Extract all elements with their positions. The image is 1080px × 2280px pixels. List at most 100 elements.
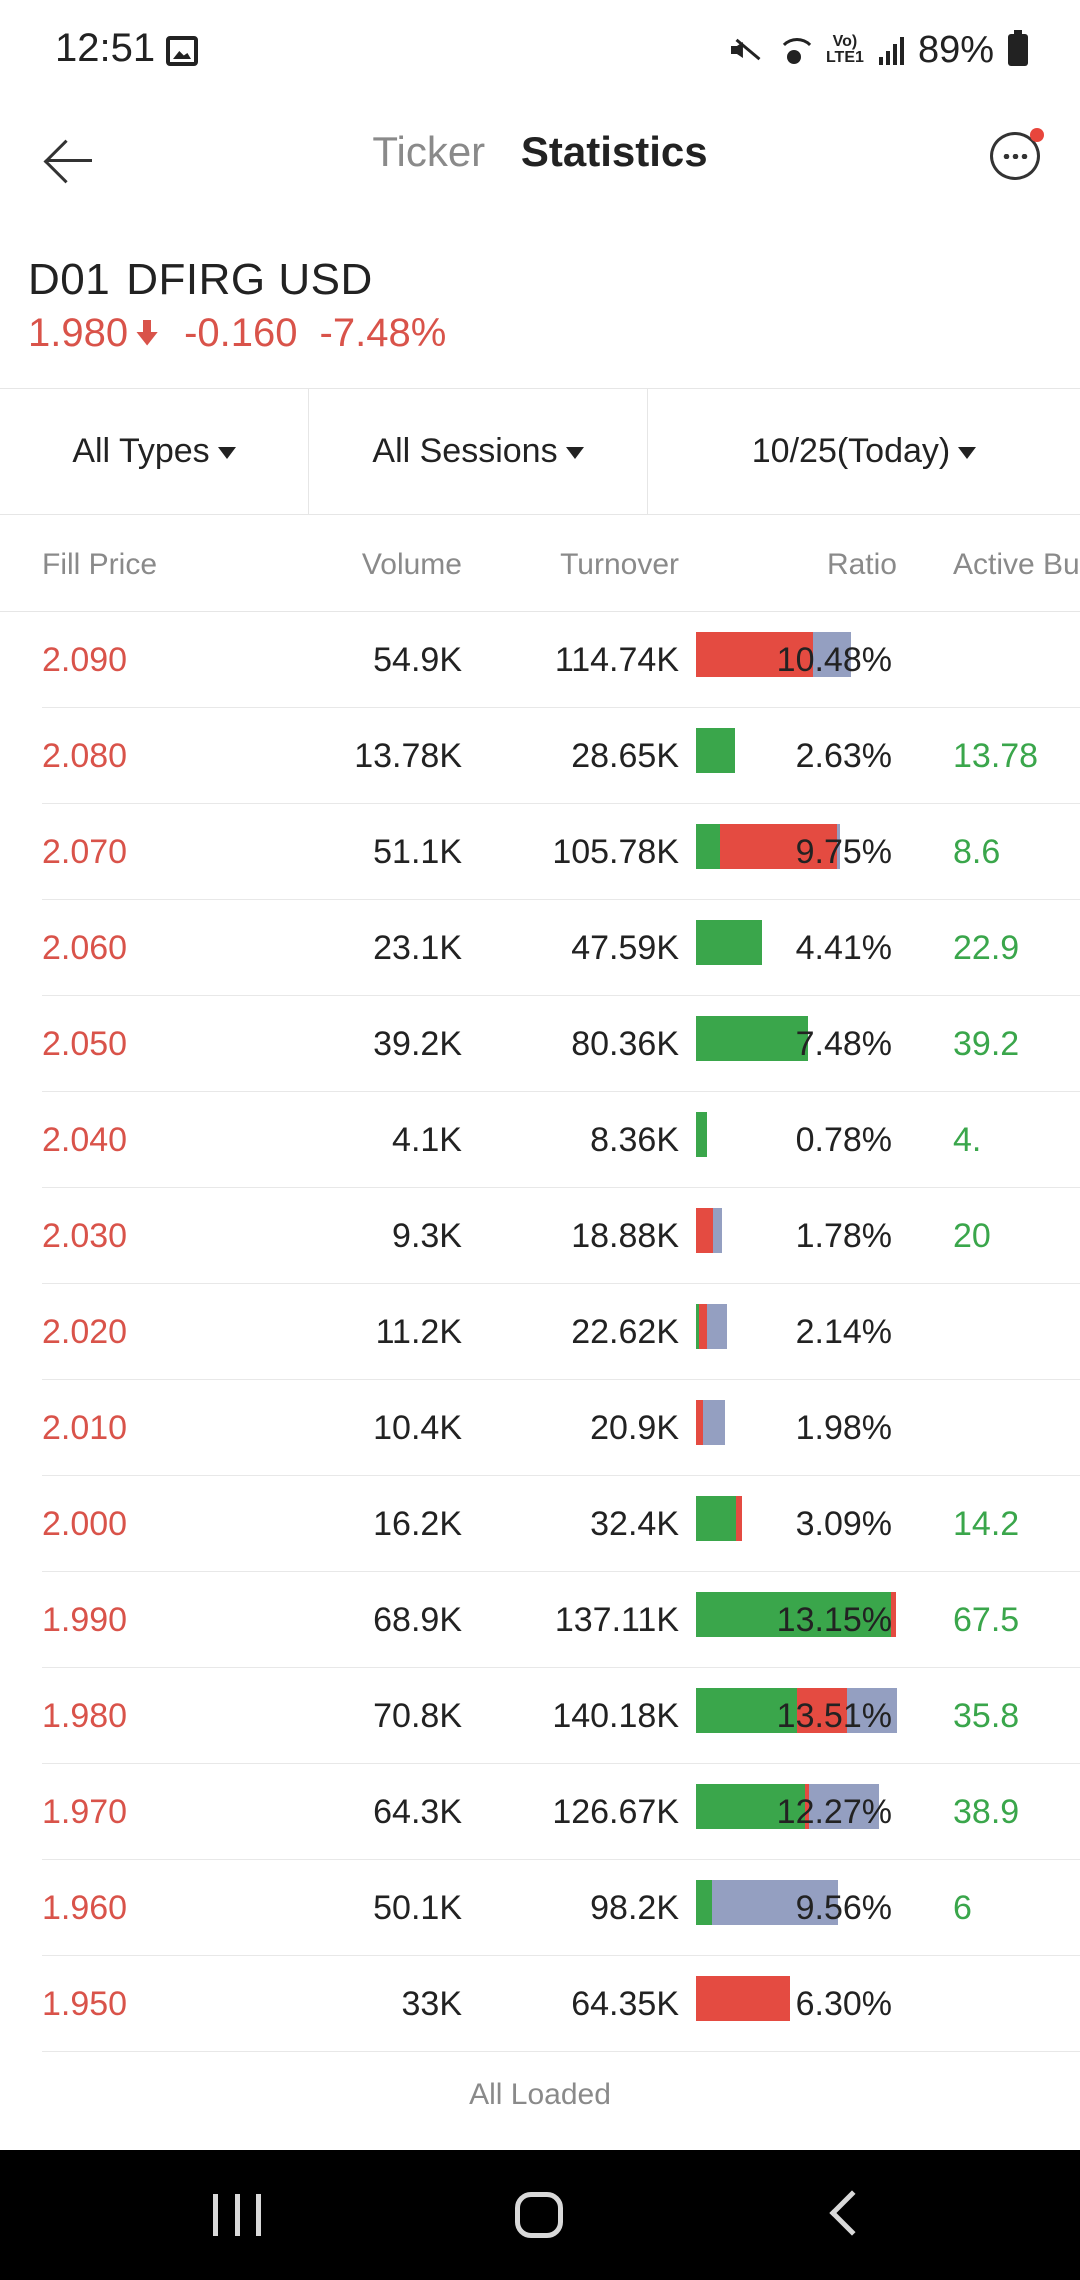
turnover-cell: 32.4K	[590, 1505, 679, 1543]
table-row[interactable]: 2.040 4.1K 8.36K 0.78% 4.	[0, 1092, 1080, 1188]
price-change-percent: -7.48%	[319, 311, 447, 355]
active-buy-cell: 8.6	[953, 833, 1001, 871]
table-row[interactable]: 2.070 51.1K 105.78K 9.75% 8.6	[0, 804, 1080, 900]
ratio-bar-buy-segment	[696, 1784, 805, 1829]
date-filter-label: 10/25(Today)	[751, 432, 951, 470]
table-row[interactable]: 1.980 70.8K 140.18K 13.51% 35.8	[0, 1668, 1080, 1764]
ratio-bar-buy-segment	[696, 1304, 699, 1349]
ratio-bar	[696, 1304, 727, 1349]
ratio-bar-buy-segment	[696, 1688, 797, 1733]
table-row[interactable]: 2.010 10.4K 20.9K 1.98%	[0, 1380, 1080, 1476]
date-filter[interactable]: 10/25(Today)	[648, 389, 1080, 514]
active-buy-cell: 67.5	[953, 1601, 1020, 1639]
volume-cell: 4.1K	[392, 1121, 462, 1159]
ratio-bar	[696, 824, 840, 869]
column-active-buy[interactable]: Active Bu	[953, 548, 1080, 581]
fill-price-table[interactable]: 2.090 54.9K 114.74K 10.48% 2.080 13.78K 28.65K…	[0, 612, 1080, 2052]
ratio-bar-sell-segment	[720, 824, 837, 869]
notification-dot	[1030, 128, 1044, 142]
turnover-cell: 137.11K	[554, 1601, 679, 1639]
turnover-cell: 64.35K	[571, 1985, 679, 2023]
status-time: 12:51	[55, 26, 156, 70]
volume-cell: 33K	[401, 1985, 463, 2023]
ratio-bar-neutral-segment	[713, 1208, 722, 1253]
volume-cell: 51.1K	[373, 833, 462, 871]
fill-price-cell: 2.030	[42, 1217, 128, 1255]
ratio-bar-buy-segment	[696, 1880, 712, 1925]
turnover-cell: 8.36K	[590, 1121, 679, 1159]
caret-down-icon	[565, 446, 584, 459]
ratio-cell: 7.48%	[795, 1025, 892, 1063]
ratio-bar	[696, 1976, 790, 2021]
ratio-bar-sell-segment	[797, 1688, 847, 1733]
turnover-cell: 140.18K	[552, 1697, 679, 1735]
column-fill-price[interactable]: Fill Price	[42, 548, 158, 581]
volume-cell: 10.4K	[373, 1409, 462, 1447]
mute-icon	[729, 34, 763, 66]
battery-percent: 89%	[917, 28, 994, 71]
tab-statistics[interactable]: Statistics	[520, 128, 708, 175]
quote-summary: D01 DFIRG USD 1.980 -0.160 -7.48%	[28, 255, 446, 356]
ratio-bar-sell-segment	[696, 1208, 713, 1253]
turnover-cell: 105.78K	[552, 833, 679, 871]
table-row[interactable]: 2.060 23.1K 47.59K 4.41% 22.9	[0, 900, 1080, 996]
home-icon[interactable]	[515, 2192, 563, 2238]
ratio-bar-neutral-segment	[712, 1880, 838, 1925]
system-nav-bar	[0, 2150, 1080, 2280]
tab-ticker[interactable]: Ticker	[372, 128, 486, 175]
caret-down-icon	[958, 446, 977, 459]
turnover-cell: 98.2K	[590, 1889, 679, 1927]
active-buy-cell: 4.	[953, 1121, 982, 1159]
ratio-bar-buy-segment	[696, 1016, 808, 1061]
ratio-bar	[696, 1592, 896, 1637]
stock-title: D01 DFIRG USD	[28, 255, 446, 305]
table-row[interactable]: 2.000 16.2K 32.4K 3.09% 14.2	[0, 1476, 1080, 1572]
turnover-cell: 80.36K	[571, 1025, 679, 1063]
chat-icon[interactable]	[990, 132, 1040, 180]
volume-cell: 23.1K	[373, 929, 462, 967]
fill-price-cell: 1.970	[42, 1793, 128, 1831]
column-turnover[interactable]: Turnover	[560, 548, 679, 581]
table-row[interactable]: 2.050 39.2K 80.36K 7.48% 39.2	[0, 996, 1080, 1092]
table-row[interactable]: 2.030 9.3K 18.88K 1.78% 20	[0, 1188, 1080, 1284]
table-row[interactable]: 2.020 11.2K 22.62K 2.14%	[0, 1284, 1080, 1380]
turnover-cell: 18.88K	[571, 1217, 679, 1255]
active-buy-cell: 13.78	[953, 737, 1039, 775]
column-ratio[interactable]: Ratio	[826, 548, 897, 581]
turnover-cell: 114.74K	[554, 641, 679, 679]
table-row[interactable]: 1.970 64.3K 126.67K 12.27% 38.9	[0, 1764, 1080, 1860]
tab-bar: Ticker Statistics	[0, 128, 1080, 176]
lte-label: Vo) LTE1	[825, 33, 864, 66]
table-row[interactable]: 1.950 33K 64.35K 6.30%	[0, 1956, 1080, 2052]
recents-icon[interactable]	[213, 2194, 261, 2236]
ratio-bar-buy-segment	[696, 1496, 736, 1541]
ratio-bar	[696, 1496, 742, 1541]
turnover-cell: 126.67K	[552, 1793, 679, 1831]
ratio-cell: 10.48%	[776, 641, 892, 679]
back-arrow-icon[interactable]	[40, 132, 96, 188]
fill-price-cell: 1.990	[42, 1601, 128, 1639]
filter-bar: All Types All Sessions 10/25(Today)	[0, 388, 1080, 515]
volume-cell: 13.78K	[354, 737, 462, 775]
gallery-notification-icon	[166, 36, 198, 66]
nav-back-icon[interactable]	[829, 2190, 875, 2236]
table-row[interactable]: 2.080 13.78K 28.65K 2.63% 13.78	[0, 708, 1080, 804]
session-filter[interactable]: All Sessions	[309, 389, 648, 514]
table-row[interactable]: 2.090 54.9K 114.74K 10.48%	[0, 612, 1080, 708]
table-row[interactable]: 1.990 68.9K 137.11K 13.15% 67.5	[0, 1572, 1080, 1668]
turnover-cell: 28.65K	[571, 737, 679, 775]
arrow-down-icon	[136, 319, 158, 348]
volume-cell: 68.9K	[373, 1601, 462, 1639]
header: Ticker Statistics	[0, 100, 1080, 220]
signal-icon	[878, 35, 904, 65]
active-buy-cell: 35.8	[953, 1697, 1020, 1735]
volume-cell: 64.3K	[373, 1793, 462, 1831]
active-buy-cell: 6	[953, 1889, 972, 1927]
price-change: -0.160	[184, 311, 298, 355]
volume-cell: 16.2K	[373, 1505, 462, 1543]
type-filter[interactable]: All Types	[0, 389, 309, 514]
ratio-cell: 12.27%	[776, 1793, 892, 1831]
ratio-cell: 9.56%	[795, 1889, 892, 1927]
table-row[interactable]: 1.960 50.1K 98.2K 9.56% 6	[0, 1860, 1080, 1956]
column-volume[interactable]: Volume	[361, 548, 462, 581]
